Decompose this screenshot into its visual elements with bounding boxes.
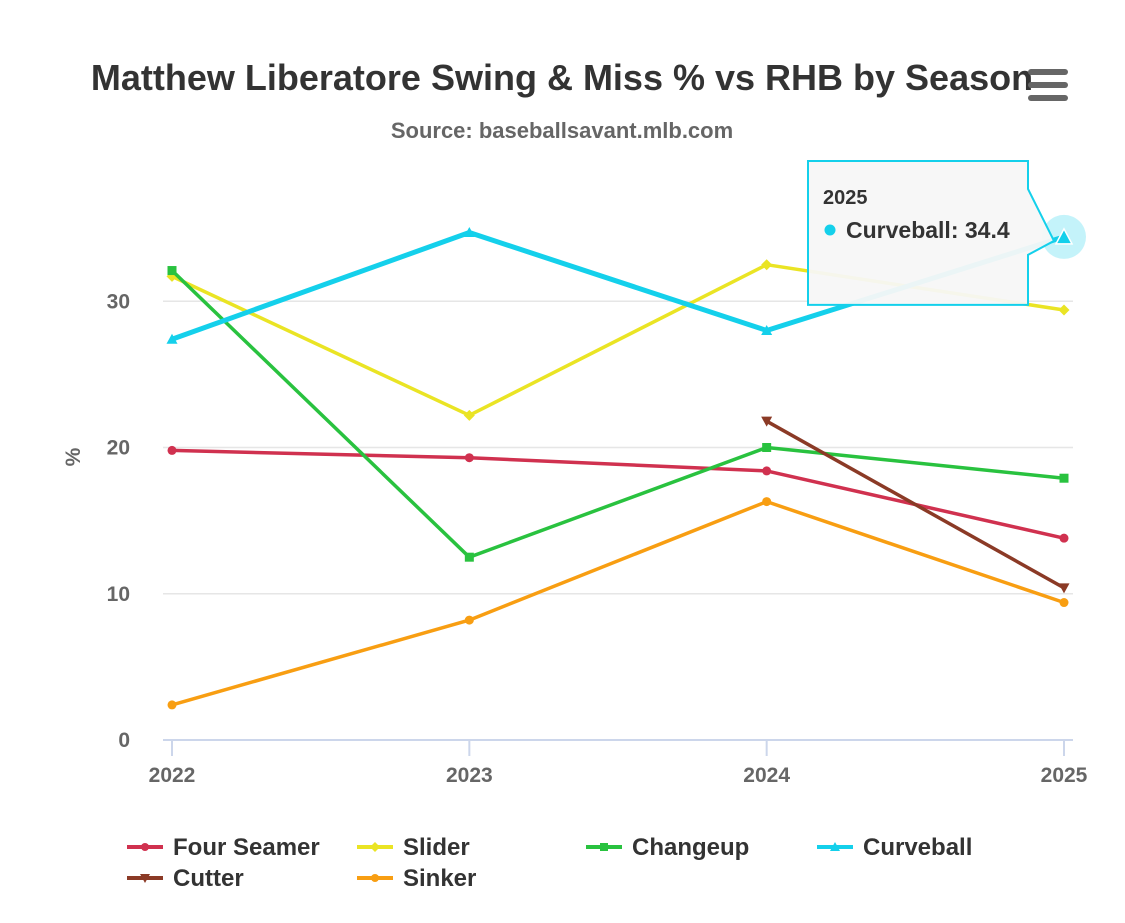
legend-symbol-marker [140,874,150,883]
series-sinker [167,497,1069,710]
data-point[interactable] [1059,598,1069,608]
data-point[interactable] [762,466,772,476]
data-point[interactable] [1059,473,1069,483]
data-point[interactable] [761,259,773,271]
tooltip-category: 2025 [823,187,868,209]
data-point[interactable] [762,497,772,507]
chart-title: Matthew Liberatore Swing & Miss % vs RHB… [91,57,1033,98]
y-axis-ticks: 0 10 20 30 [107,290,130,752]
x-tick-label: 2022 [149,764,196,787]
data-point[interactable] [1058,583,1070,594]
legend-symbol-marker [370,842,380,852]
data-point[interactable] [463,409,475,421]
series-line [765,419,1065,590]
legend-label: Cutter [173,865,244,892]
x-tick-label: 2024 [743,764,790,787]
tooltip-box [807,160,1056,306]
series-line [170,269,1065,559]
y-tick-label: 10 [107,583,130,606]
tooltip-series-dot [824,224,836,236]
tooltip-value: Curveball: 34.4 [846,217,1010,243]
hamburger-menu-icon[interactable] [1028,69,1068,101]
legend-label: Slider [403,834,470,861]
data-point[interactable] [167,445,177,455]
series-cutter [761,416,1070,594]
legend-label: Changeup [632,834,749,861]
legend-item[interactable]: Sinker [357,865,476,892]
data-point[interactable] [761,416,773,427]
data-point[interactable] [166,333,178,344]
legend-symbol-marker [830,842,840,851]
tooltip: 2025 Curveball: 34.4 [807,160,1086,306]
data-point[interactable] [167,266,177,276]
x-tick-label: 2025 [1041,764,1088,787]
data-point[interactable] [167,700,177,710]
x-axis [163,739,1073,756]
grid-lines [163,300,1073,595]
chart-subtitle: Source: baseballsavant.mlb.com [391,118,733,143]
data-point[interactable] [463,227,475,238]
legend-item[interactable]: Cutter [127,865,244,892]
hover-point [1054,227,1074,245]
series-four-seamer [167,445,1069,543]
data-point[interactable] [464,615,474,625]
legend-label: Sinker [403,865,476,892]
y-tick-label: 20 [107,437,130,460]
y-axis-label: % [62,447,85,466]
data-point[interactable] [762,443,772,452]
y-tick-label: 30 [107,290,130,313]
data-point[interactable] [1059,533,1069,543]
legend-item[interactable]: Curveball [817,834,972,861]
data-point[interactable] [761,325,773,335]
legend-symbol-marker [600,843,608,851]
legend-label: Curveball [863,834,972,861]
legend-symbol-marker [371,874,379,882]
legend-item[interactable]: Four Seamer [127,834,320,861]
legend-symbol-marker [141,843,149,851]
data-point[interactable] [1058,304,1070,316]
series-changeup [167,266,1069,562]
series-line [171,499,1065,707]
data-point[interactable] [464,552,474,562]
legend-label: Four Seamer [173,834,320,861]
data-point[interactable] [464,453,474,463]
legend: Four Seamer Slider Changeup Curveball Cutter… [127,834,972,892]
legend-item[interactable]: Changeup [586,834,749,861]
x-axis-ticks: 2022 2023 2024 2025 [149,764,1088,787]
x-tick-label: 2023 [446,764,493,787]
legend-item[interactable]: Slider [357,834,470,861]
y-tick-label: 0 [118,729,130,752]
